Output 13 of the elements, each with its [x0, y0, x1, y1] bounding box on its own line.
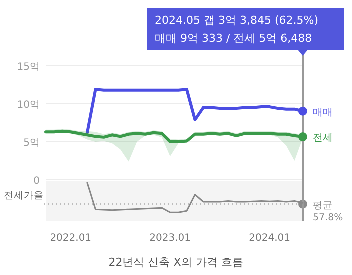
- y-tick-label: 15억: [17, 62, 40, 73]
- series-label: 전세: [313, 133, 333, 144]
- y-tick-label: 10억: [17, 100, 40, 111]
- tooltip: 2024.05 갭 3억 3,845 (62.5%) 매매 9억 333 / 전세 5억 6,488: [147, 8, 344, 56]
- ref-line-label: 평균 57.8%: [313, 200, 344, 224]
- y-axis-title: 전세가율: [4, 190, 44, 202]
- x-tick-label: 2023.01: [150, 233, 192, 244]
- y-tick-label: 0: [34, 176, 40, 187]
- x-tick-label: 2024.01: [249, 233, 291, 244]
- series-label: 매매: [313, 107, 333, 118]
- y-tick-label: 5억: [24, 138, 40, 149]
- x-tick-label: 2022.01: [50, 233, 92, 244]
- text: 22년식 신축 X의 가격 흐름: [108, 256, 244, 269]
